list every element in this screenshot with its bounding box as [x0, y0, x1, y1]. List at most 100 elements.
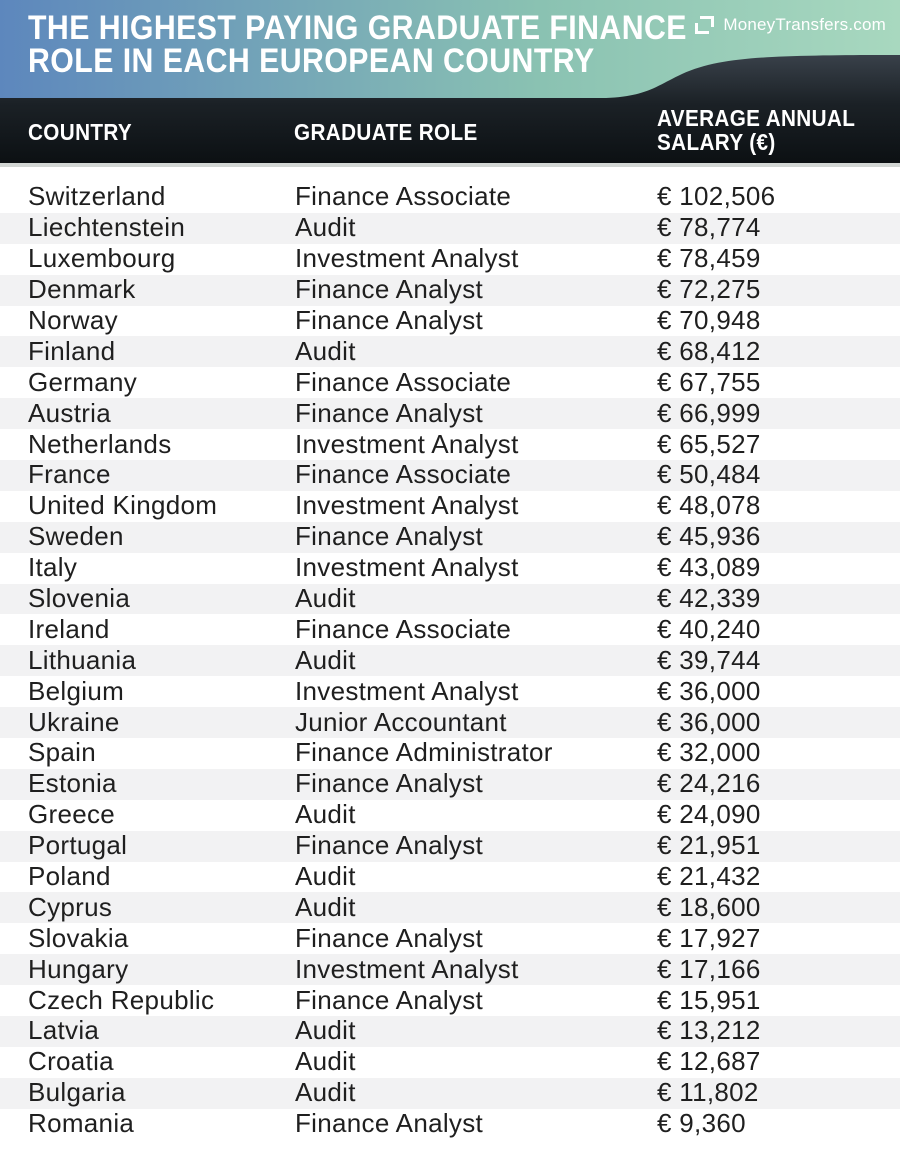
cell-salary: € 9,360 — [657, 1108, 746, 1139]
table-row: Norway Finance Analyst € 70,948 — [0, 304, 900, 337]
table-row: Slovakia Finance Analyst € 17,927 — [0, 922, 900, 955]
cell-salary: € 12,687 — [657, 1046, 761, 1077]
cell-country: Switzerland — [28, 181, 166, 212]
cell-country: France — [28, 459, 111, 490]
cell-role: Finance Associate — [295, 366, 512, 397]
cell-salary: € 48,078 — [657, 490, 761, 521]
column-header-country: COUNTRY — [28, 119, 133, 145]
cell-salary: € 18,600 — [657, 891, 761, 922]
table-row: Germany Finance Associate € 67,755 — [0, 366, 900, 399]
cell-country: Latvia — [28, 1015, 100, 1046]
cell-salary: € 40,240 — [657, 613, 761, 644]
table-row: Austria Finance Analyst € 66,999 — [0, 397, 900, 430]
cell-salary: € 36,000 — [657, 706, 761, 737]
cell-role: Finance Associate — [295, 613, 512, 644]
cell-country: Norway — [28, 304, 118, 335]
cell-country: Liechtenstein — [28, 212, 186, 243]
cell-country: Bulgaria — [28, 1077, 126, 1108]
table-row: Lithuania Audit € 39,744 — [0, 644, 900, 677]
cell-salary: € 17,927 — [657, 922, 761, 953]
cell-country: Hungary — [28, 953, 129, 984]
cell-role: Finance Analyst — [295, 397, 484, 428]
table-row: Latvia Audit € 13,212 — [0, 1015, 900, 1047]
page-title-line2: ROLE IN EACH EUROPEAN COUNTRY — [28, 42, 595, 80]
table-row: Cyprus Audit € 18,600 — [0, 891, 900, 924]
table-row: Ukraine Junior Accountant € 36,000 — [0, 706, 900, 739]
cell-salary: € 32,000 — [657, 737, 761, 768]
table-row: Estonia Finance Analyst € 24,216 — [0, 768, 900, 800]
table-row: Slovenia Audit € 42,339 — [0, 582, 900, 615]
cell-role: Finance Analyst — [295, 984, 484, 1015]
cell-salary: € 11,802 — [657, 1077, 759, 1108]
table-row: Croatia Audit € 12,687 — [0, 1046, 900, 1078]
cell-role: Junior Accountant — [295, 706, 507, 737]
cell-salary: € 78,774 — [657, 212, 761, 243]
table-row: Greece Audit € 24,090 — [0, 799, 900, 831]
cell-role: Finance Associate — [295, 459, 512, 490]
dark-curve-shape — [0, 55, 900, 163]
cell-salary: € 36,000 — [657, 675, 761, 706]
cell-salary: € 13,212 — [657, 1015, 761, 1046]
banner-bottom-edge — [0, 163, 900, 167]
table-row: Finland Audit € 68,412 — [0, 335, 900, 368]
cell-role: Investment Analyst — [295, 675, 519, 706]
cell-country: Luxembourg — [28, 243, 176, 274]
table-row: Hungary Investment Analyst € 17,166 — [0, 953, 900, 986]
cell-role: Audit — [295, 335, 356, 366]
cell-salary: € 21,432 — [657, 860, 761, 891]
cell-salary: € 42,339 — [657, 582, 761, 613]
table-row: France Finance Associate € 50,484 — [0, 459, 900, 491]
cell-country: United Kingdom — [28, 490, 218, 521]
cell-country: Ukraine — [28, 706, 120, 737]
banner-background — [0, 0, 900, 163]
cell-country: Netherlands — [28, 428, 172, 459]
cell-salary: € 68,412 — [657, 335, 761, 366]
cell-role: Investment Analyst — [295, 243, 519, 274]
cell-country: Estonia — [28, 768, 117, 799]
brand-logo: MoneyTransfers.com — [693, 14, 886, 36]
cell-country: Italy — [28, 552, 78, 583]
cell-salary: € 17,166 — [657, 953, 761, 984]
table-row: Luxembourg Investment Analyst € 78,459 — [0, 243, 900, 275]
table-row: Liechtenstein Audit € 78,774 — [0, 212, 900, 244]
column-header-role: GRADUATE ROLE — [294, 119, 478, 145]
cell-salary: € 24,090 — [657, 799, 761, 830]
cell-country: Cyprus — [28, 891, 113, 922]
table-row: Romania Finance Analyst € 9,360 — [0, 1108, 900, 1140]
cell-role: Finance Analyst — [295, 1108, 484, 1139]
cell-role: Investment Analyst — [295, 552, 519, 583]
cell-salary: € 24,216 — [657, 768, 761, 799]
table-row: Denmark Finance Analyst € 72,275 — [0, 273, 900, 306]
cell-role: Audit — [295, 644, 356, 675]
cell-role: Investment Analyst — [295, 953, 519, 984]
cell-role: Investment Analyst — [295, 490, 519, 521]
cell-role: Audit — [295, 860, 356, 891]
table-row: Bulgaria Audit € 11,802 — [0, 1077, 900, 1109]
table-body: Switzerland Finance Associate € 102,506 … — [0, 167, 900, 1140]
page-title: THE HIGHEST PAYING GRADUATE FINANCE ROLE… — [28, 11, 687, 80]
cell-role: Finance Associate — [295, 181, 512, 212]
cell-salary: € 72,275 — [657, 273, 761, 304]
table-row: Spain Finance Administrator € 32,000 — [0, 737, 900, 769]
cell-role: Finance Analyst — [295, 521, 484, 552]
table-row: Poland Audit € 21,432 — [0, 860, 900, 893]
cell-role: Audit — [295, 212, 356, 243]
cell-country: Czech Republic — [28, 984, 215, 1015]
cell-role: Audit — [295, 1046, 356, 1077]
table-row: Ireland Finance Associate € 40,240 — [0, 613, 900, 646]
cell-role: Finance Analyst — [295, 768, 484, 799]
cell-role: Finance Analyst — [295, 830, 484, 861]
cell-salary: € 15,951 — [657, 984, 761, 1015]
cell-country: Poland — [28, 860, 111, 891]
table-row: Italy Investment Analyst € 43,089 — [0, 552, 900, 584]
cell-salary: € 70,948 — [657, 304, 761, 335]
cell-salary: € 66,999 — [657, 397, 761, 428]
cell-role: Audit — [295, 1077, 356, 1108]
cell-country: Austria — [28, 397, 112, 428]
cell-country: Lithuania — [28, 644, 137, 675]
table-row: Czech Republic Finance Analyst € 15,951 — [0, 984, 900, 1017]
cell-role: Audit — [295, 1015, 356, 1046]
brand-logo-text: MoneyTransfers.com — [723, 15, 886, 34]
cell-country: Slovakia — [28, 922, 129, 953]
